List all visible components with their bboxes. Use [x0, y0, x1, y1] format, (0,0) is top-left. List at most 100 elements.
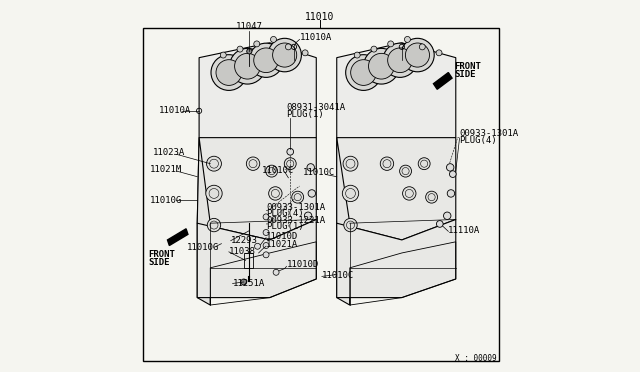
Circle shape [263, 214, 269, 220]
Text: 11047: 11047 [236, 22, 263, 31]
Circle shape [266, 165, 278, 177]
Circle shape [388, 48, 412, 73]
Text: 00933-1221A: 00933-1221A [266, 217, 325, 225]
Circle shape [230, 48, 266, 84]
Text: 11010C: 11010C [322, 271, 354, 280]
Circle shape [399, 165, 412, 177]
Text: PLUG(1): PLUG(1) [287, 110, 324, 119]
Polygon shape [199, 43, 316, 154]
Circle shape [404, 36, 410, 42]
Circle shape [436, 221, 443, 227]
Circle shape [342, 185, 358, 202]
Text: 11010D: 11010D [266, 232, 298, 241]
Circle shape [426, 191, 438, 203]
Circle shape [206, 185, 222, 202]
Circle shape [436, 50, 442, 56]
Circle shape [380, 157, 394, 170]
Polygon shape [337, 138, 456, 240]
Text: 00933-1301A: 00933-1301A [266, 203, 325, 212]
Text: SIDE: SIDE [148, 258, 170, 267]
Circle shape [419, 44, 425, 50]
Circle shape [401, 38, 434, 72]
Circle shape [449, 171, 456, 177]
Text: FRONT: FRONT [454, 62, 481, 71]
Circle shape [273, 43, 297, 67]
Polygon shape [197, 219, 316, 298]
Circle shape [369, 53, 394, 79]
Circle shape [403, 187, 416, 200]
Circle shape [263, 252, 269, 258]
Circle shape [343, 156, 358, 171]
Circle shape [447, 164, 454, 171]
Circle shape [383, 43, 417, 77]
Text: 11038: 11038 [229, 247, 256, 256]
Circle shape [351, 60, 376, 86]
Circle shape [249, 43, 283, 77]
Circle shape [302, 50, 308, 56]
Circle shape [207, 218, 221, 232]
Text: 11021A: 11021A [266, 240, 298, 249]
Circle shape [268, 38, 301, 72]
Circle shape [220, 52, 227, 58]
Polygon shape [433, 73, 452, 89]
Text: 08931-3041A: 08931-3041A [287, 103, 346, 112]
Circle shape [307, 164, 314, 171]
Circle shape [418, 158, 430, 170]
Circle shape [364, 48, 399, 84]
Text: 11021M: 11021M [150, 165, 182, 174]
Text: 11251A: 11251A [232, 279, 265, 288]
Circle shape [246, 49, 252, 54]
Circle shape [237, 46, 243, 52]
Polygon shape [337, 138, 349, 305]
Text: X : 00009: X : 00009 [455, 355, 497, 363]
Circle shape [354, 52, 360, 58]
Circle shape [241, 279, 246, 285]
Circle shape [271, 36, 276, 42]
Circle shape [207, 156, 221, 171]
Circle shape [263, 243, 269, 248]
Circle shape [211, 55, 246, 90]
Text: 00933-1301A: 00933-1301A [460, 129, 518, 138]
Polygon shape [197, 138, 316, 240]
Bar [143, 28, 499, 361]
Text: 11010G: 11010G [187, 243, 219, 252]
Text: 11110A: 11110A [449, 226, 481, 235]
Circle shape [235, 53, 260, 79]
Circle shape [263, 230, 269, 235]
Circle shape [405, 43, 429, 67]
Circle shape [255, 243, 260, 249]
Circle shape [253, 48, 278, 73]
Text: PLUG(4): PLUG(4) [266, 209, 304, 218]
Text: 11010C: 11010C [262, 166, 294, 175]
Text: 12293: 12293 [231, 236, 257, 245]
Circle shape [305, 212, 312, 219]
Text: 11010: 11010 [305, 12, 335, 22]
Text: FRONT: FRONT [148, 250, 175, 259]
Polygon shape [168, 229, 188, 246]
Circle shape [444, 212, 451, 219]
Circle shape [273, 269, 279, 275]
Circle shape [285, 44, 291, 50]
Text: 11010G: 11010G [150, 196, 182, 205]
Text: PLUG(4): PLUG(4) [460, 136, 497, 145]
Circle shape [287, 148, 294, 155]
Circle shape [269, 187, 282, 200]
Polygon shape [337, 43, 456, 154]
Text: 11010D: 11010D [287, 260, 319, 269]
Text: 11010A: 11010A [159, 106, 191, 115]
Circle shape [371, 46, 377, 52]
Circle shape [447, 190, 454, 197]
Text: PLUG(1): PLUG(1) [266, 222, 304, 231]
Circle shape [246, 157, 260, 170]
Circle shape [254, 41, 260, 47]
Circle shape [344, 218, 357, 232]
Text: 11010C: 11010C [303, 169, 335, 177]
Text: SIDE: SIDE [454, 70, 476, 79]
Circle shape [388, 41, 394, 47]
Circle shape [346, 55, 381, 90]
Circle shape [216, 60, 242, 86]
Polygon shape [197, 138, 211, 305]
Polygon shape [337, 219, 456, 298]
Circle shape [292, 191, 303, 203]
Text: 11023A: 11023A [154, 148, 186, 157]
